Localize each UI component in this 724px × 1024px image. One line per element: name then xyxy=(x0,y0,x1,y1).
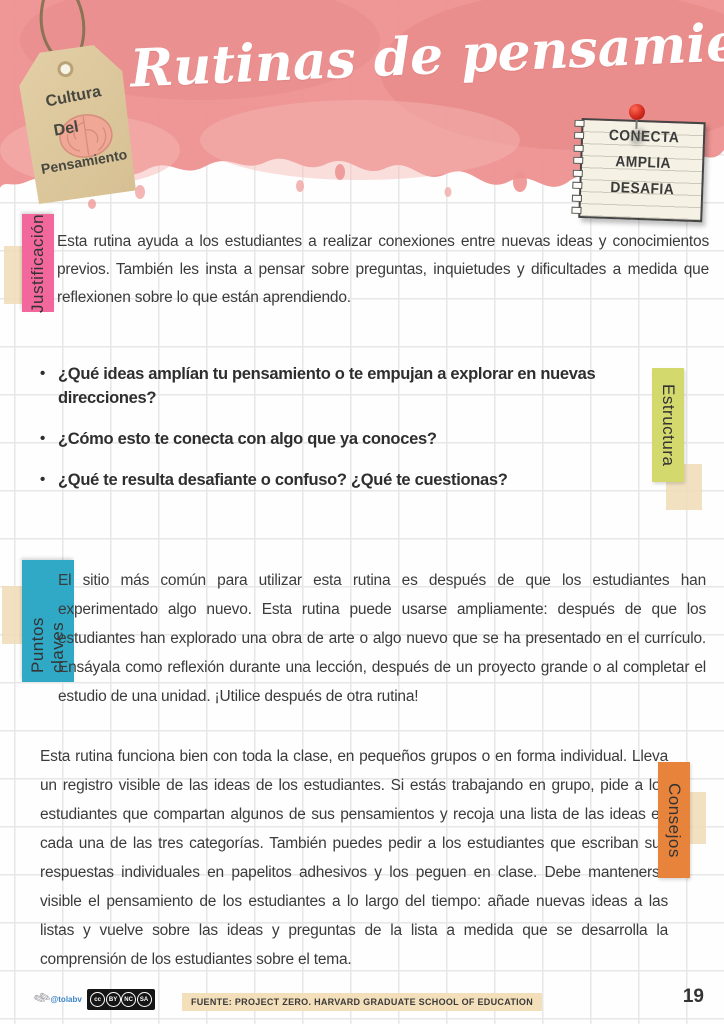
cc-icon: cc xyxy=(90,992,106,1007)
brain-icon xyxy=(59,114,113,158)
pencils-icon: ✎✎ xyxy=(31,989,48,1009)
note-word: DESAFIA xyxy=(610,179,675,199)
source-credit: FUENTE: PROJECT ZERO. HARVARD GRADUATE S… xyxy=(181,993,543,1011)
section-label-consejos: Consejos xyxy=(658,762,690,878)
note-word: AMPLIA xyxy=(615,153,672,173)
pushpin-icon xyxy=(627,103,650,149)
nc-icon: NC xyxy=(121,992,137,1007)
justificacion-paragraph: Esta rutina ayuda a los estudiantes a re… xyxy=(57,233,709,306)
question-item: ¿Qué ideas amplían tu pensamiento o te e… xyxy=(38,362,656,410)
creative-commons-badge: cc BY NC SA xyxy=(86,989,155,1010)
footer-credits: ✎✎ @tolabv cc BY NC SA xyxy=(31,989,155,1010)
sa-icon: SA xyxy=(136,992,152,1007)
consejos-paragraph: Esta rutina funciona bien con toda la cl… xyxy=(40,748,668,968)
estructura-questions: ¿Qué ideas amplían tu pensamiento o te e… xyxy=(38,362,656,509)
section-label-estructura: Estructura xyxy=(652,368,684,482)
question-item: ¿Qué te resulta desafiante o confuso? ¿Q… xyxy=(38,468,656,492)
culture-tag: Cultura Del Pensamiento xyxy=(2,0,150,213)
by-icon: BY xyxy=(105,992,121,1007)
page-number: 19 xyxy=(682,986,704,1007)
question-item: ¿Cómo esto te conecta con algo que ya co… xyxy=(38,427,656,451)
puntos-claves-paragraph: El sitio más común para utilizar esta ru… xyxy=(58,572,706,705)
section-label-justificacion: Justificación xyxy=(22,213,54,313)
author-handle: @tolabv xyxy=(50,995,82,1004)
pinned-note: CONECTA AMPLIA DESAFIA xyxy=(571,103,706,223)
